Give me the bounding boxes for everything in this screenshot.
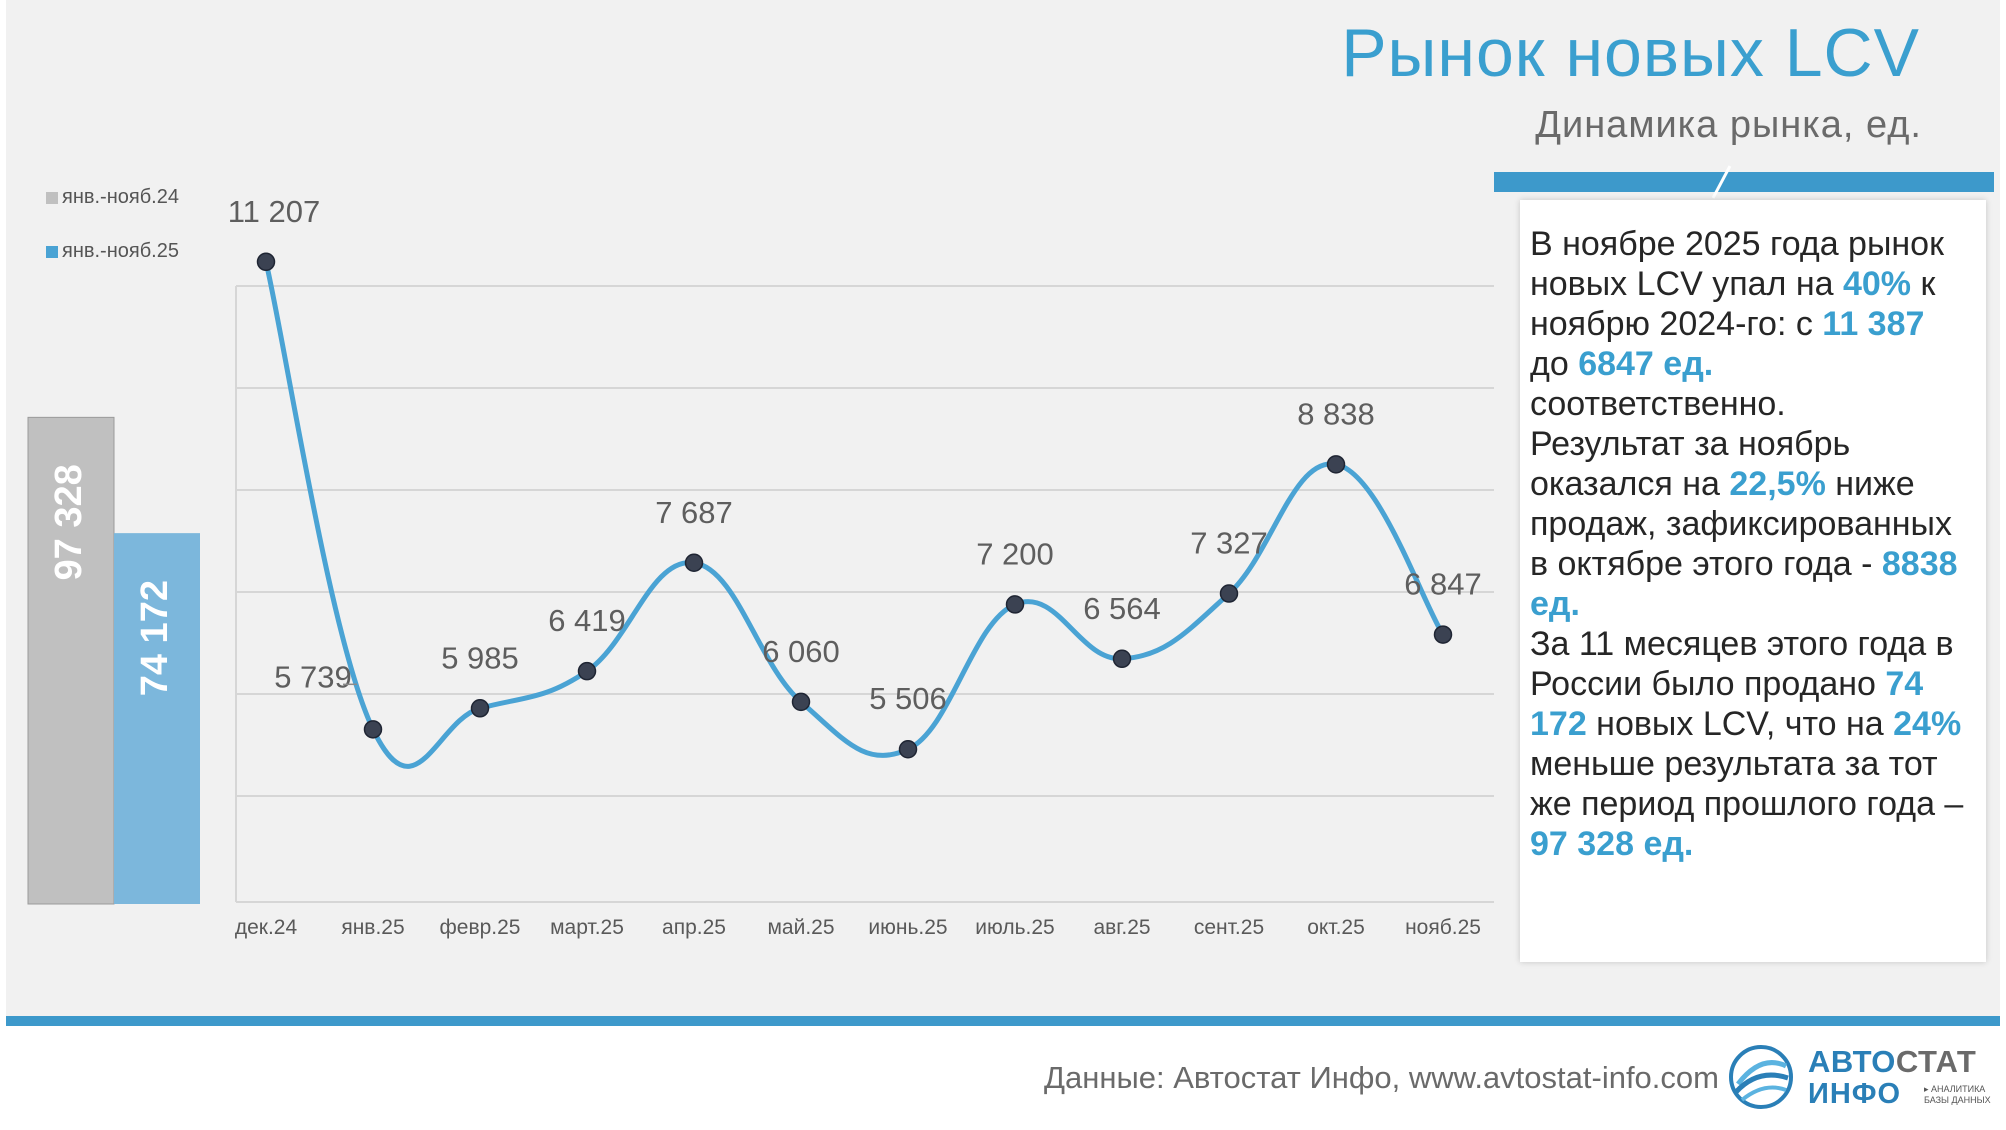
chart-area: 97 328 74 172 11 207 5 739 5 985 6 419 7 687 6… [27, 194, 1494, 939]
x-tick-label: апр.25 [662, 916, 726, 939]
avtostat-logo: АВТОСТАТ ИНФО ▸ АНАЛИТИКА БАЗЫ ДАННЫХ [1728, 1040, 1991, 1116]
data-point [256, 252, 276, 272]
data-point [1326, 455, 1346, 474]
data-label: 11 207 [228, 194, 321, 229]
page-title: Рынок новых LCV [1341, 15, 1920, 91]
x-tick-label: нояб.25 [1405, 916, 1481, 939]
logo-stat-text: СТАТ [1895, 1044, 1977, 1079]
legend-item-2024: янв.-нояб.24 [46, 186, 179, 209]
x-tick-label: февр.25 [440, 916, 521, 939]
x-tick-label: июль.25 [975, 916, 1054, 939]
bar-value-label: 97 328 [48, 464, 90, 580]
title-rule [1494, 172, 1994, 192]
data-point [684, 553, 704, 573]
data-label: 8 838 [1297, 396, 1375, 431]
legend-label-2024: янв.-нояб.24 [62, 186, 179, 208]
logo-tagline: ▸ АНАЛИТИКА БАЗЫ ДАННЫХ [1924, 1084, 1991, 1105]
commentary-text: В ноябре 2025 года рынок новых LCV упал … [1530, 225, 1944, 303]
legend-swatch-2025 [46, 245, 58, 258]
commentary-text: За 11 месяцев этого года в России было п… [1530, 625, 1954, 703]
data-label: 7 200 [976, 536, 1054, 571]
data-label: 5 506 [869, 681, 947, 716]
x-tick-label: сент.25 [1194, 916, 1264, 939]
logo-avto-text: АВТО [1808, 1044, 1896, 1079]
data-point [1433, 625, 1453, 644]
data-point [898, 739, 918, 759]
x-tick-label: март.25 [550, 916, 624, 939]
data-point [791, 692, 811, 712]
highlight-value: 22,5% [1729, 465, 1826, 503]
series-line [263, 261, 1446, 769]
slide: Рынок новых LCV Динамика рынка, ед. янв.… [6, 0, 2000, 1130]
commentary-text: меньше результата за тот же период прошл… [1530, 745, 1964, 823]
source-note: Данные: Автостат Инфо, www.avtostat-info… [1044, 1060, 1719, 1095]
commentary-text: ниже продаж, зафиксированных в октябре э… [1530, 465, 1952, 583]
data-point [1005, 595, 1025, 614]
legend-label-2025: янв.-нояб.25 [62, 240, 179, 262]
data-point [363, 720, 383, 739]
data-label: 6 564 [1083, 591, 1161, 626]
page-subtitle: Динамика рынка, ед. [1535, 104, 1922, 146]
data-point [1112, 649, 1132, 669]
bar-value-label: 74 172 [134, 580, 176, 696]
data-point [1219, 584, 1239, 603]
x-tick-label: авг.25 [1093, 916, 1150, 939]
bar-1 [27, 416, 115, 905]
bar-2 [114, 533, 200, 904]
x-tick-label: июнь.25 [868, 916, 947, 939]
x-tick-label: янв.25 [341, 916, 404, 939]
data-label: 6 060 [762, 634, 840, 669]
highlight-value: 24% [1893, 705, 1962, 743]
logo-info-text: ИНФО [1808, 1078, 1902, 1110]
logo-globe-icon [1729, 1045, 1793, 1109]
data-label: 6 419 [548, 603, 626, 638]
bottom-band [6, 1016, 2000, 1026]
data-label: 5 985 [441, 640, 519, 675]
x-tick-label: окт.25 [1307, 916, 1365, 939]
highlight-value: 40% [1842, 265, 1912, 303]
data-label: 7 687 [655, 495, 733, 530]
commentary-text: Результат за ноябрь оказался на [1530, 425, 1851, 503]
commentary-text: до [1530, 345, 1579, 383]
commentary-box: В ноябре 2025 года рынок новых LCV упал … [1520, 200, 1986, 962]
footer [6, 1026, 2000, 1130]
data-label: 6 847 [1404, 567, 1482, 602]
highlight-value: 6847 ед. [1578, 345, 1714, 383]
data-point [577, 661, 597, 681]
x-tick-label: май.25 [767, 916, 834, 939]
commentary-text: к ноябрю 2024-го: с [1530, 265, 1936, 343]
legend-item-2025: янв.-нояб.25 [46, 240, 179, 263]
commentary-text: новых LCV, что на [1586, 705, 1894, 743]
highlight-value: 74 172 [1530, 665, 1924, 743]
data-label: 7 327 [1190, 526, 1268, 561]
x-tick-label: дек.24 [235, 916, 298, 939]
highlight-value: 97 328 ед. [1530, 825, 1694, 863]
legend-swatch-2024 [46, 191, 58, 204]
commentary-text: соответственно. [1530, 385, 1786, 423]
highlight-value: 8838 ед. [1530, 545, 1958, 623]
data-point [470, 699, 490, 718]
data-label: 5 739 [274, 659, 352, 694]
logo-wordmark: АВТОСТАТ [1808, 1044, 1976, 1080]
highlight-value: 11 387 [1822, 305, 1925, 343]
